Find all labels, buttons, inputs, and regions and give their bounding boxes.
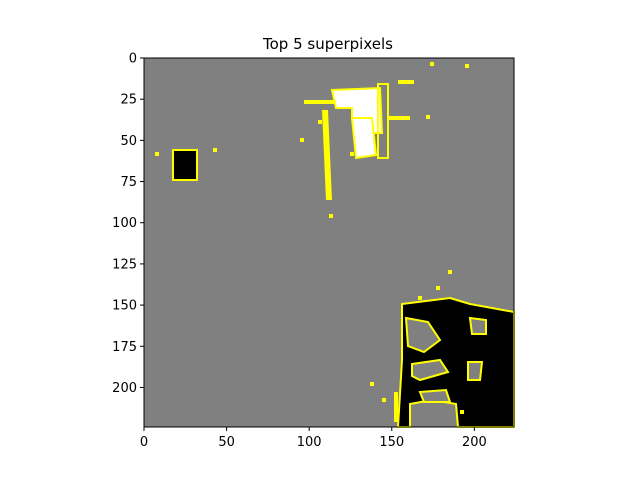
axes-frame <box>143 57 515 428</box>
gray-hole <box>467 361 484 381</box>
boundary-line <box>304 100 334 104</box>
boundary-speck <box>465 64 469 68</box>
boundary-column <box>377 83 389 159</box>
y-tick-label: 200 <box>112 381 137 396</box>
boundary-speck <box>213 148 217 152</box>
plot-title: Top 5 superpixels <box>262 35 393 53</box>
gray-hole <box>468 316 487 335</box>
y-tick-label: 25 <box>120 93 137 108</box>
boundary-speck <box>426 115 430 119</box>
x-tick-label: 100 <box>297 435 322 450</box>
boundary-speck <box>382 398 386 402</box>
boundary-speck <box>300 138 304 142</box>
boundary-speck <box>155 152 159 156</box>
y-tick-label: 50 <box>120 134 137 149</box>
dark-superpixel-left <box>172 149 198 181</box>
gray-hole <box>418 388 452 403</box>
y-tick-label: 125 <box>112 257 137 272</box>
y-tick-label: 175 <box>112 340 137 355</box>
gray-hole <box>404 316 442 354</box>
boundary-speck <box>448 270 452 274</box>
x-tick-label: 150 <box>379 435 404 450</box>
boundary-speck <box>436 286 440 290</box>
boundary-speck <box>418 296 422 300</box>
boundary-line <box>398 80 414 84</box>
boundary-speck <box>329 214 333 218</box>
boundary-speck <box>430 62 434 66</box>
boundary-vertical-stroke <box>322 110 332 200</box>
y-tick-label: 0 <box>129 52 137 67</box>
boundary-column <box>394 392 398 422</box>
boundary-speck <box>350 152 354 156</box>
y-axis: 0 25 50 75 100 125 150 175 200 <box>112 52 144 396</box>
y-tick-label: 75 <box>120 175 137 190</box>
boundary-speck <box>370 382 374 386</box>
boundary-line <box>388 116 410 120</box>
x-tick-label: 200 <box>462 435 487 450</box>
x-axis: 0 50 100 150 200 <box>140 427 487 450</box>
y-tick-label: 100 <box>112 216 137 231</box>
gray-hole <box>411 358 450 382</box>
x-tick-label: 50 <box>218 435 235 450</box>
image-axes: 0 50 100 150 200 0 25 50 75 100 125 150 175 200 <box>112 52 515 450</box>
white-superpixel-lower <box>350 117 378 160</box>
boundary-speck <box>460 410 464 414</box>
superpixel-overlay <box>155 62 515 428</box>
y-tick-label: 150 <box>112 299 137 314</box>
x-tick-label: 0 <box>140 435 148 450</box>
boundary-speck <box>318 120 322 124</box>
